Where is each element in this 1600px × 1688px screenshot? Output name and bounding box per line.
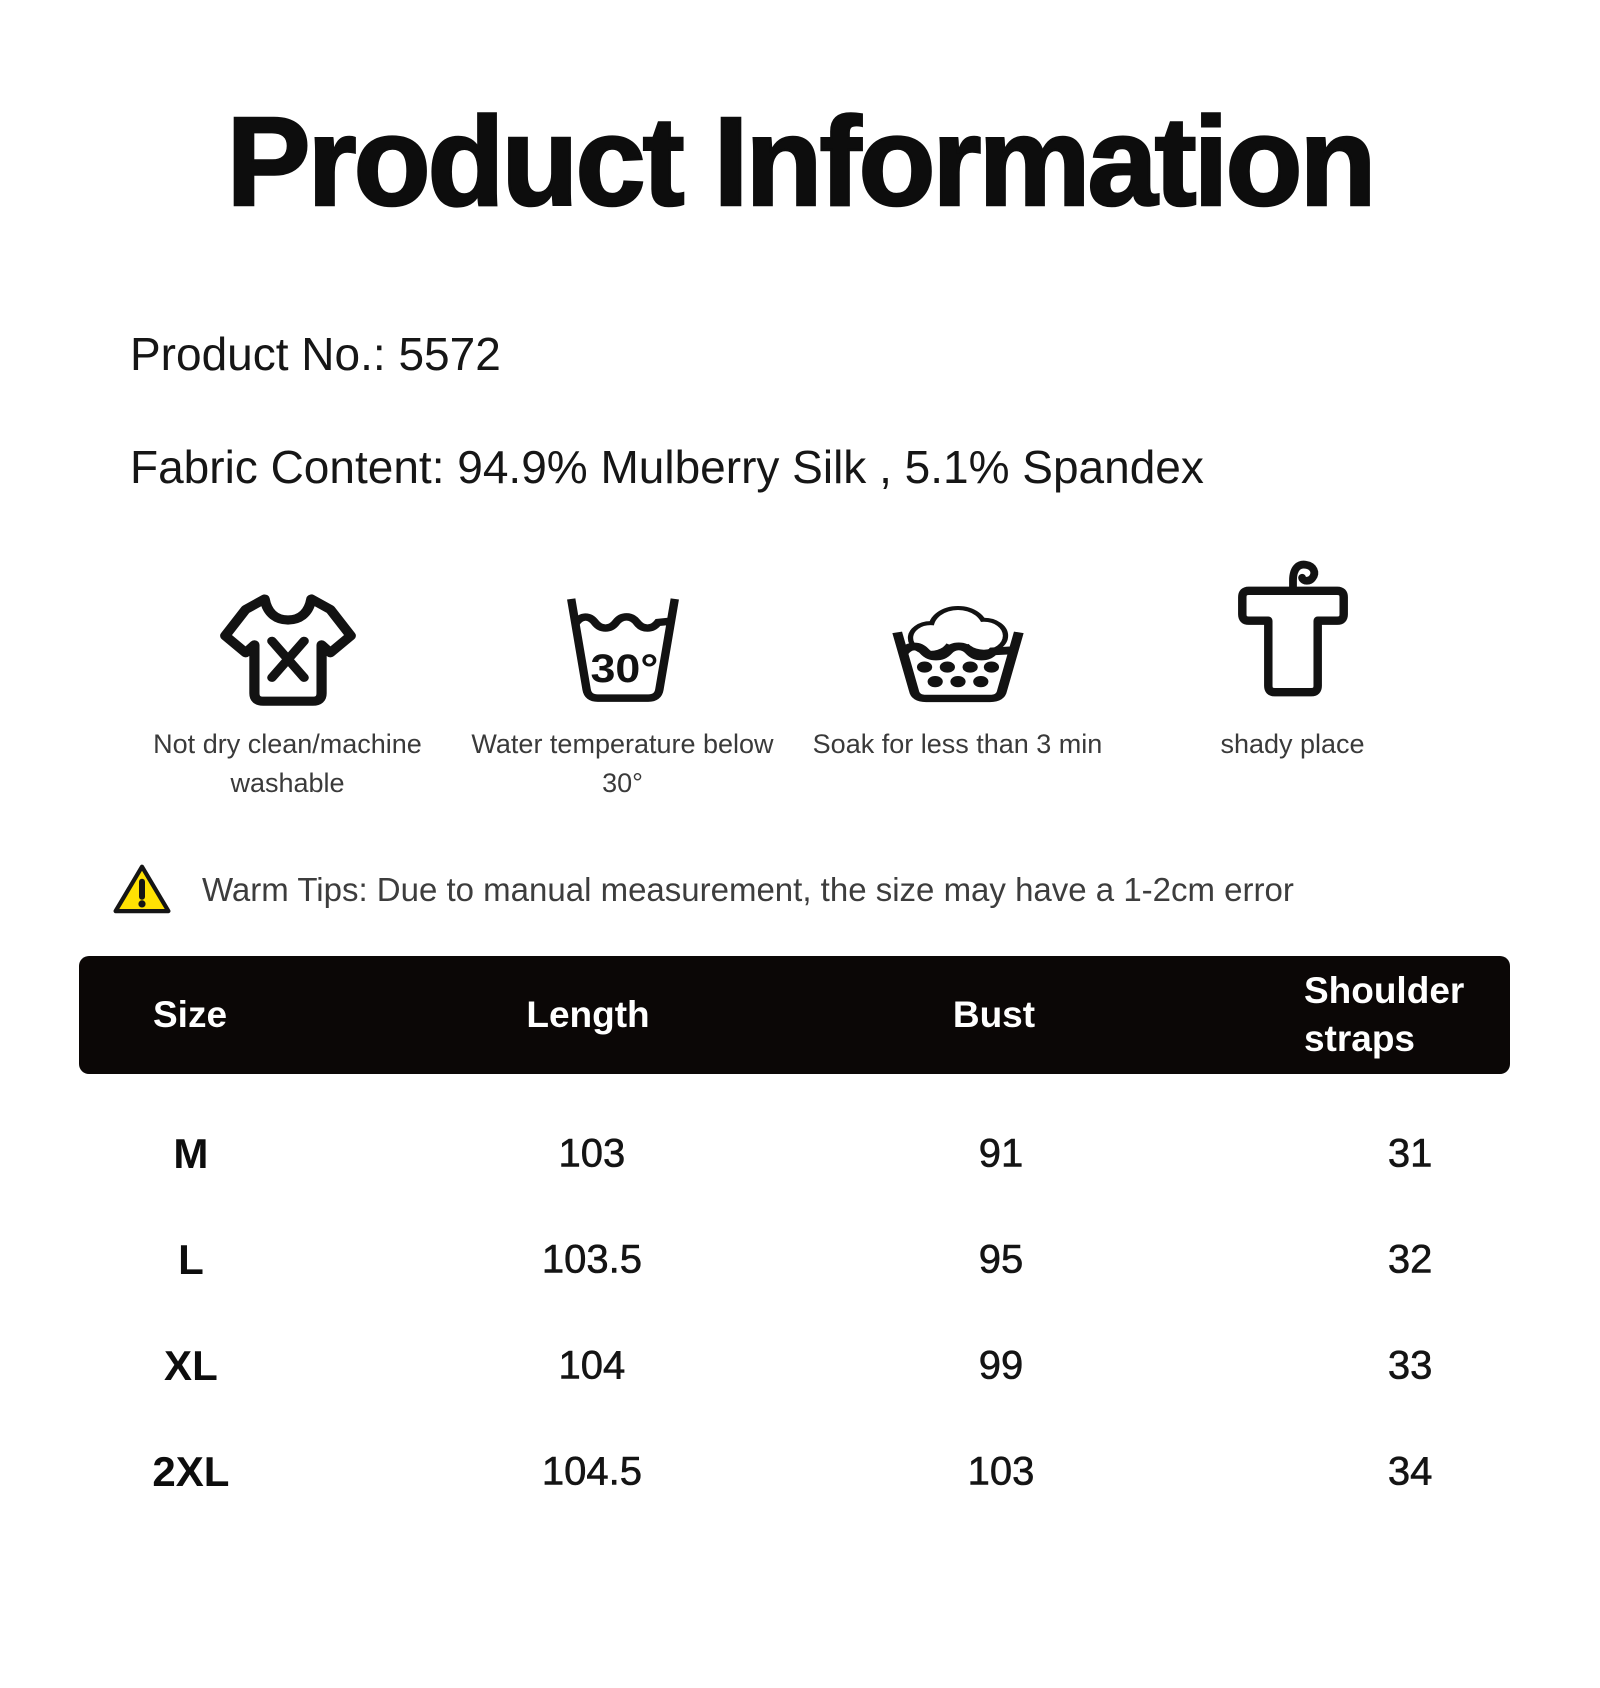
- water-temp-value: 30°: [590, 646, 658, 690]
- care-instructions-row: Not dry clean/machine washable 30° Water…: [0, 553, 1600, 803]
- warning-icon: [113, 864, 171, 914]
- product-number: Product No.: 5572: [130, 327, 501, 380]
- header-bust: Bust: [952, 994, 1036, 1036]
- size-table-header: Size Length Bust Shoulder straps: [79, 956, 1510, 1075]
- water-temp-basin-icon: 30°: [566, 598, 679, 702]
- header-shoulder-straps: Shoulder straps: [1303, 970, 1465, 1060]
- row-size: L: [178, 1236, 204, 1284]
- row-shoulder-straps: 32: [1387, 1237, 1433, 1283]
- row-shoulder-straps: 31: [1387, 1131, 1433, 1177]
- no-dry-clean-tshirt-icon: [219, 594, 356, 706]
- table-row: XL 104 99 33: [79, 1313, 1521, 1419]
- care-item-no-dry-clean: Not dry clean/machine washable: [120, 553, 455, 803]
- row-bust: 95: [978, 1237, 1024, 1283]
- care-icon-box: [882, 553, 1034, 713]
- care-icon-box: 30°: [553, 553, 693, 713]
- hanger-shirt-icon: [1237, 560, 1348, 697]
- page-title: Product Information: [225, 90, 1377, 233]
- row-shoulder-straps: 33: [1387, 1343, 1433, 1389]
- size-table: Size Length Bust Shoulder straps M 103 9…: [79, 956, 1521, 1525]
- care-label: Not dry clean/machine washable: [153, 729, 422, 799]
- header-size: Size: [153, 994, 228, 1036]
- row-size: XL: [164, 1342, 218, 1390]
- row-length: 104: [558, 1343, 626, 1389]
- row-bust: 91: [978, 1131, 1024, 1177]
- warm-tips-row: Warm Tips: Due to manual measurement, th…: [112, 863, 1600, 916]
- size-table-body: M 103 91 31 L 103.5 95 32 XL 104 99 33 2…: [79, 1101, 1521, 1525]
- table-row: 2XL 104.5 103 34: [79, 1419, 1521, 1525]
- row-size: 2XL: [152, 1448, 230, 1496]
- row-bust: 99: [978, 1343, 1024, 1389]
- care-icon-box: [1228, 553, 1358, 713]
- row-length: 103: [558, 1131, 626, 1177]
- row-length: 103.5: [541, 1237, 643, 1283]
- row-bust: 103: [967, 1449, 1035, 1495]
- care-label: shady place: [1220, 729, 1365, 760]
- row-length: 104.5: [541, 1449, 643, 1495]
- care-label: Water temperature below 30°: [471, 729, 774, 799]
- table-row: M 103 91 31: [79, 1101, 1521, 1207]
- warm-tips-text: Warm Tips: Due to manual measurement, th…: [202, 870, 1294, 908]
- care-icon-box: [215, 553, 361, 713]
- care-label: Soak for less than 3 min: [812, 729, 1103, 760]
- care-item-soak: Soak for less than 3 min: [790, 553, 1125, 803]
- row-size: M: [173, 1130, 209, 1178]
- row-shoulder-straps: 34: [1387, 1449, 1433, 1495]
- table-row: L 103.5 95 32: [79, 1207, 1521, 1313]
- care-item-shady-place: shady place: [1125, 553, 1460, 803]
- product-info: Product No.: 5572 Fabric Content: 94.9% …: [130, 327, 1600, 495]
- care-item-water-temp: 30° Water temperature below 30°: [455, 553, 790, 803]
- fabric-content: Fabric Content: 94.9% Mulberry Silk , 5.…: [130, 440, 1204, 493]
- header-length: Length: [526, 994, 650, 1036]
- soak-basin-icon: [891, 606, 1024, 703]
